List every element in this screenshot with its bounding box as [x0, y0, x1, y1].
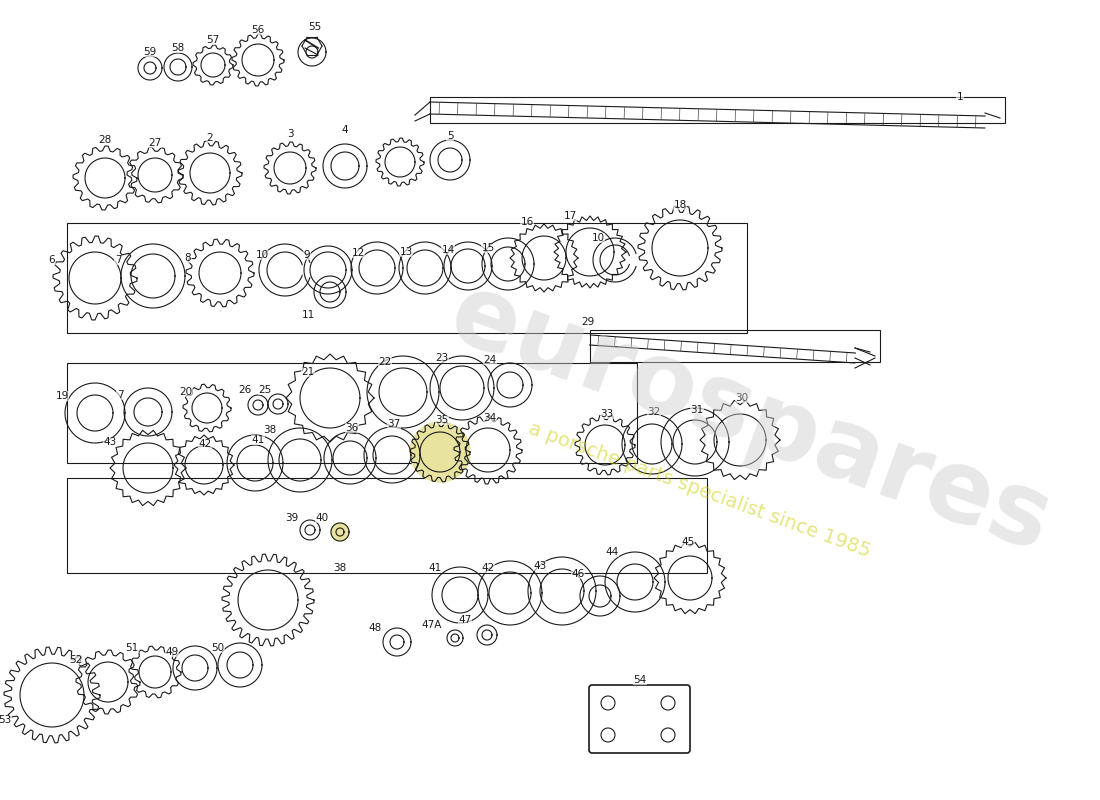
Text: 17: 17 [563, 211, 576, 221]
Text: 29: 29 [582, 317, 595, 327]
Text: 52: 52 [69, 655, 82, 665]
Text: 51: 51 [125, 643, 139, 653]
Text: 16: 16 [520, 217, 534, 227]
Text: 41: 41 [252, 435, 265, 445]
Text: 1: 1 [957, 92, 964, 102]
Polygon shape [410, 422, 470, 482]
Text: 24: 24 [483, 355, 496, 365]
Text: 25: 25 [258, 385, 272, 395]
Text: 32: 32 [648, 407, 661, 417]
Text: 27: 27 [148, 138, 162, 148]
Text: 13: 13 [399, 247, 412, 257]
Text: 2: 2 [207, 133, 213, 143]
Text: 6: 6 [48, 255, 55, 265]
Bar [67, 363, 637, 463]
Text: eurospares: eurospares [437, 266, 1064, 574]
Text: 18: 18 [673, 200, 686, 210]
Text: 20: 20 [179, 387, 192, 397]
Text: 23: 23 [436, 353, 449, 363]
Text: 38: 38 [263, 425, 276, 435]
Text: 22: 22 [378, 357, 392, 367]
Bar [67, 223, 747, 333]
Text: 11: 11 [301, 310, 315, 320]
Text: 28: 28 [98, 135, 111, 145]
Text: 42: 42 [198, 439, 211, 449]
Text: 41: 41 [428, 563, 441, 573]
Text: 4: 4 [342, 125, 349, 135]
Text: 39: 39 [285, 513, 298, 523]
Text: 55: 55 [308, 22, 321, 32]
Text: 57: 57 [207, 35, 220, 45]
Text: 8: 8 [185, 253, 191, 263]
Text: 45: 45 [681, 537, 694, 547]
Text: 46: 46 [571, 569, 584, 579]
Text: 53: 53 [0, 715, 12, 725]
Text: 48: 48 [368, 623, 382, 633]
Text: 34: 34 [483, 413, 496, 423]
Text: 21: 21 [301, 367, 315, 377]
Text: 54: 54 [634, 675, 647, 685]
Text: 33: 33 [601, 409, 614, 419]
Text: 12: 12 [351, 248, 364, 258]
Text: 38: 38 [333, 563, 346, 573]
Text: a porsche parts specialist since 1985: a porsche parts specialist since 1985 [527, 419, 873, 561]
Text: 5: 5 [447, 131, 453, 141]
Bar [590, 330, 880, 362]
Bar [430, 97, 1005, 123]
Text: 10: 10 [255, 250, 268, 260]
Text: 3: 3 [287, 129, 294, 139]
Text: 40: 40 [316, 513, 329, 523]
Text: 26: 26 [239, 385, 252, 395]
Text: 10: 10 [592, 233, 605, 243]
Text: 49: 49 [165, 647, 178, 657]
Text: 15: 15 [482, 243, 495, 253]
Text: 47A: 47A [421, 620, 442, 630]
Text: 43: 43 [103, 437, 117, 447]
Text: 7: 7 [114, 255, 121, 265]
Text: 58: 58 [172, 43, 185, 53]
Text: 31: 31 [691, 405, 704, 415]
Text: 43: 43 [534, 561, 547, 571]
Text: 36: 36 [345, 423, 359, 433]
Bar [67, 478, 707, 573]
Text: 44: 44 [605, 547, 618, 557]
Text: 19: 19 [55, 391, 68, 401]
Text: 47: 47 [459, 615, 472, 625]
Text: 42: 42 [482, 563, 495, 573]
Text: 35: 35 [436, 415, 449, 425]
Text: 7: 7 [117, 390, 123, 400]
Polygon shape [331, 523, 349, 541]
Text: 9: 9 [304, 250, 310, 260]
Text: 59: 59 [143, 47, 156, 57]
Text: 50: 50 [211, 643, 224, 653]
Text: 14: 14 [441, 245, 454, 255]
Text: 37: 37 [387, 419, 400, 429]
Text: 30: 30 [736, 393, 749, 403]
Text: 56: 56 [252, 25, 265, 35]
